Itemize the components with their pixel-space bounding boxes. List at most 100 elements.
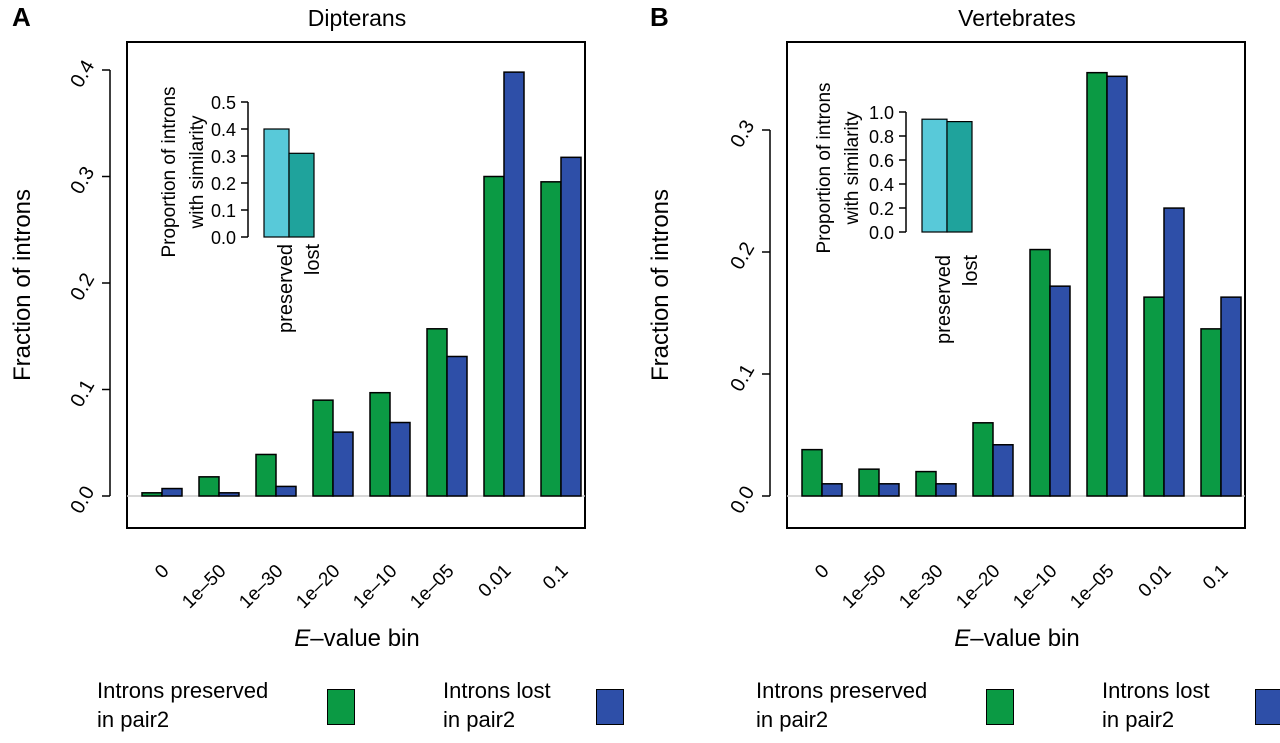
inset-y-tick-label-b: 0.2 — [869, 199, 894, 219]
x-tick-label-b: 1e–50 — [838, 561, 890, 613]
x-axis-label-a: E–value bin — [294, 625, 419, 652]
bar-preserved-a — [483, 175, 505, 497]
bar-preserved-a — [312, 399, 334, 497]
legend-swatch-preserved — [986, 689, 1014, 725]
bar-lost-b — [1220, 296, 1242, 497]
y-axis-label-b: Fraction of introns — [647, 189, 674, 381]
bar-preserved-a — [369, 391, 391, 497]
x-axis-label-b: E–value bin — [954, 625, 1079, 652]
inset-bar-preserved-b — [921, 118, 948, 233]
x-tick-label-b: 0.1 — [1199, 561, 1233, 595]
bar-preserved-a — [198, 476, 220, 497]
y-tick-label-a: 0.4 — [66, 56, 99, 91]
inset-bar-preserved-a — [263, 128, 290, 238]
bar-preserved-b — [915, 470, 937, 497]
y-tick-label-a: 0.3 — [66, 163, 99, 198]
inset-y-tick-label-b: 0.0 — [869, 223, 894, 243]
bar-lost-b — [1106, 75, 1128, 497]
bar-preserved-b — [858, 468, 880, 497]
y-tick-label-a: 0.2 — [66, 269, 99, 304]
x-tick-label-a: 1e–20 — [292, 561, 344, 613]
bar-preserved-a — [540, 181, 562, 497]
legend-label: Introns preserved in pair2 — [97, 678, 269, 732]
x-tick-label-a: 1e–30 — [235, 561, 287, 613]
x-tick-label-a: 1e–10 — [349, 561, 401, 613]
x-tick-label-a: 0 — [151, 561, 173, 583]
bar-lost-b — [878, 483, 900, 497]
inset-y-tick-label-a: 0.0 — [211, 228, 236, 248]
bar-preserved-b — [972, 422, 994, 497]
bar-lost-b — [821, 483, 843, 497]
panel-label-b: B — [650, 2, 669, 32]
inset-y-tick-label-a: 0.5 — [211, 93, 236, 113]
inset-x-label-a: preserved — [275, 244, 297, 333]
bar-lost-b — [1163, 207, 1185, 497]
panel-title-a: Dipterans — [308, 5, 406, 31]
bar-lost-a — [446, 355, 468, 497]
y-tick-label-a: 0.0 — [66, 482, 99, 517]
bar-preserved-b — [1143, 296, 1165, 497]
panel-label-a: A — [12, 2, 31, 32]
inset-y-label-b: Proportion of introns — [814, 82, 835, 253]
bar-lost-a — [161, 487, 183, 497]
inset-y-label-a: Proportion of introns — [159, 86, 180, 257]
bar-preserved-a — [141, 492, 163, 497]
panel-title-b: Vertebrates — [958, 5, 1076, 31]
inset-y-label-a: with similarity — [187, 115, 208, 229]
x-tick-label-b: 1e–30 — [895, 561, 947, 613]
inset-x-label-a: lost — [302, 244, 324, 276]
bar-preserved-b — [801, 448, 823, 497]
x-tick-label-a: 0.1 — [539, 561, 573, 595]
inset-y-tick-label-a: 0.2 — [211, 174, 236, 194]
x-tick-label-b: 1e–10 — [1009, 561, 1061, 613]
inset-y-tick-label-a: 0.4 — [211, 120, 236, 140]
inset-y-label-b: with similarity — [842, 111, 863, 225]
bar-lost-a — [389, 421, 411, 497]
inset-y-tick-label-b: 0.4 — [869, 175, 894, 195]
legend-swatch-lost — [1255, 689, 1280, 725]
bar-lost-b — [992, 444, 1014, 497]
inset-y-tick-label-a: 0.3 — [211, 147, 236, 167]
legend-label: Introns preserved in pair2 — [756, 678, 928, 732]
bar-lost-b — [1049, 285, 1071, 497]
bar-lost-b — [935, 483, 957, 497]
legend-label: Introns lost in pair2 — [443, 678, 551, 732]
bar-lost-a — [332, 431, 354, 497]
inset-y-tick-label-b: 0.8 — [869, 127, 894, 147]
x-tick-label-a: 1e–50 — [178, 561, 230, 613]
bar-preserved-b — [1086, 71, 1108, 497]
plot-frame-a — [126, 41, 586, 529]
x-tick-label-b: 1e–20 — [952, 561, 1004, 613]
x-tick-label-b: 0.01 — [1135, 561, 1176, 602]
x-tick-label-a: 1e–05 — [406, 561, 458, 613]
y-tick-label-b: 0.3 — [726, 116, 759, 151]
x-tick-label-b: 1e–05 — [1066, 561, 1118, 613]
inset-y-tick-label-b: 1.0 — [869, 103, 894, 123]
inset-y-tick-label-b: 0.6 — [869, 151, 894, 171]
y-tick-label-b: 0.1 — [726, 360, 759, 395]
inset-x-label-b: preserved — [933, 255, 955, 344]
bar-preserved-b — [1200, 328, 1222, 497]
bar-lost-a — [503, 71, 525, 497]
legend-label: Introns lost in pair2 — [1102, 678, 1210, 732]
inset-bar-lost-b — [946, 120, 973, 233]
bar-preserved-a — [255, 453, 277, 497]
legend-swatch-preserved — [327, 689, 355, 725]
bar-lost-a — [275, 485, 297, 497]
y-axis-label-a: Fraction of introns — [9, 189, 36, 381]
bar-preserved-a — [426, 328, 448, 497]
y-tick-label-a: 0.1 — [66, 376, 99, 411]
bar-preserved-b — [1029, 248, 1051, 497]
legend-swatch-lost — [596, 689, 624, 725]
y-tick-label-b: 0.2 — [726, 238, 759, 273]
x-tick-label-a: 0.01 — [475, 561, 516, 602]
x-tick-label-b: 0 — [811, 561, 833, 583]
bar-lost-a — [218, 492, 240, 497]
y-tick-label-b: 0.0 — [726, 482, 759, 517]
inset-bar-lost-a — [288, 152, 315, 238]
bar-lost-a — [560, 156, 582, 497]
plot-frame-b — [786, 41, 1246, 529]
inset-x-label-b: lost — [960, 255, 982, 287]
inset-y-tick-label-a: 0.1 — [211, 201, 236, 221]
